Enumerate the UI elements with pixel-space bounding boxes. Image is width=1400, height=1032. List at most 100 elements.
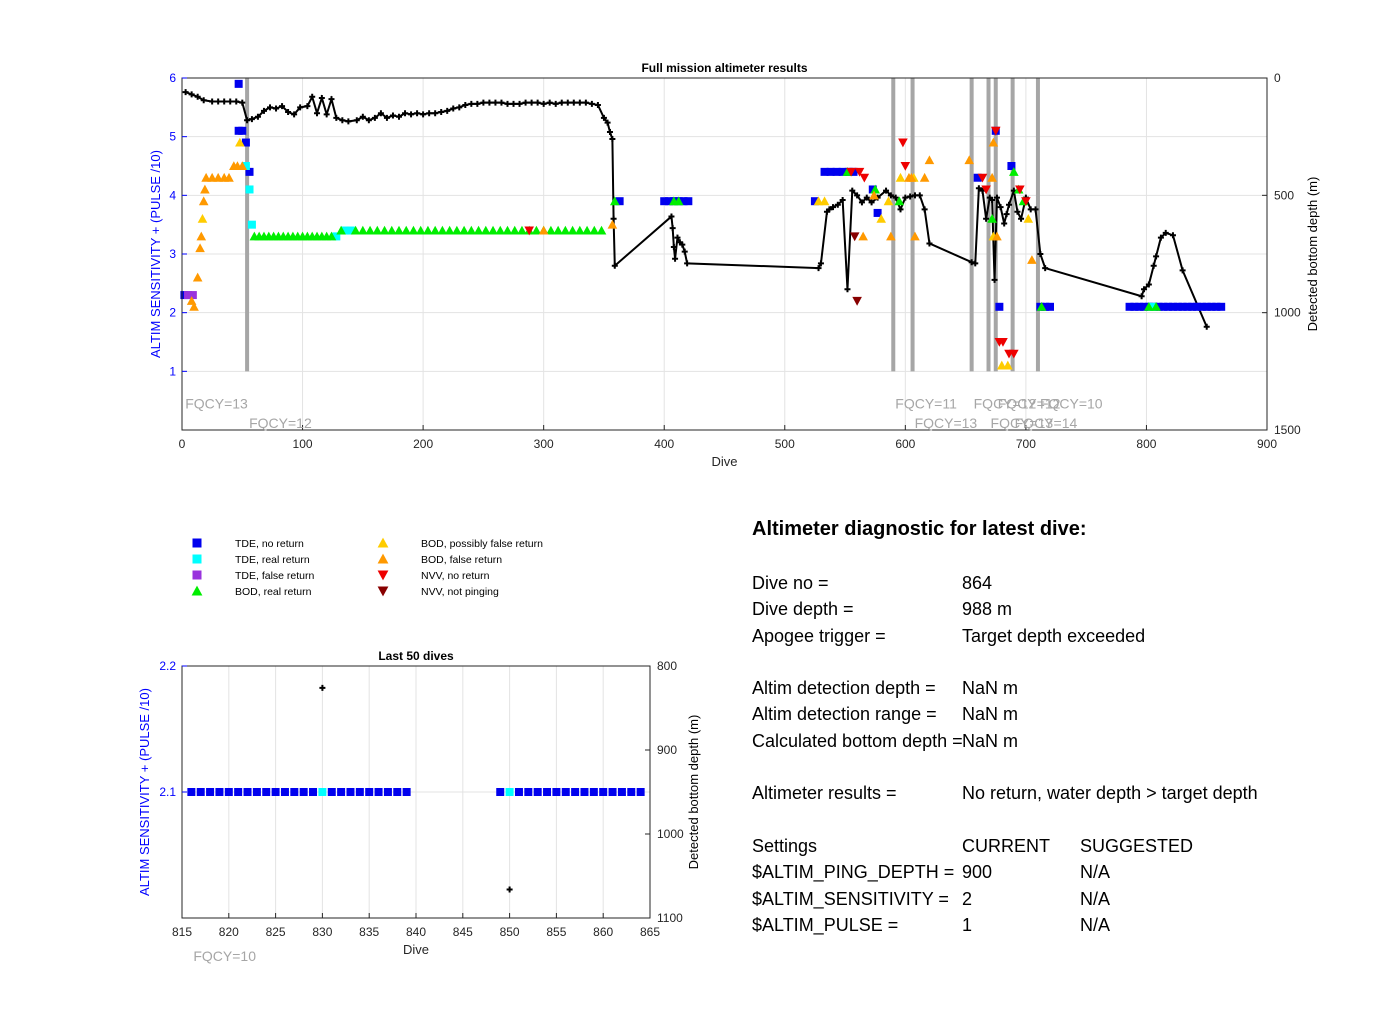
detected-bottom-depth-point — [309, 93, 316, 100]
ping-depth-label: $ALTIM_PING_DEPTH = — [752, 862, 955, 883]
tde-real-return-marker — [241, 162, 250, 170]
x-tick-label: 800 — [1136, 437, 1156, 451]
bod-real-return-marker — [452, 225, 462, 235]
ping-depth-current: 900 — [962, 862, 993, 883]
detected-bottom-depth-point — [1141, 286, 1148, 293]
legend-label-bod-false-return: BOD, false return — [421, 554, 502, 566]
x-tick-label: 0 — [179, 437, 186, 451]
bod-real-return-marker — [495, 225, 506, 235]
detected-bottom-depth-point — [606, 128, 613, 135]
bod-real-return-marker — [459, 225, 469, 235]
detected-bottom-depth-point — [1032, 206, 1039, 213]
fqcy-label: FQCY=13 — [185, 396, 248, 412]
bod-possibly-false-return-marker — [876, 214, 887, 223]
y-tick-label: 1 — [169, 364, 176, 378]
bod-real-return-marker — [423, 225, 433, 235]
bod-real-return-marker — [553, 225, 563, 235]
bod-real-return-marker — [444, 225, 455, 235]
tde-no-return-marker — [589, 788, 598, 796]
bod-real-return-marker — [502, 225, 513, 235]
tde-no-return-marker — [1125, 302, 1134, 311]
settings-header-row: Settings CURRENT SUGGESTED — [752, 836, 1372, 862]
tde-no-return-marker — [365, 788, 374, 796]
detected-bottom-depth-point — [1018, 215, 1025, 222]
legend-label-bod-possibly-false-return: BOD, possibly false return — [421, 538, 543, 550]
y2-tick-label: 800 — [657, 659, 677, 673]
detected-bottom-depth-point — [468, 100, 475, 107]
tde-false-return-marker — [184, 291, 193, 300]
detected-bottom-depth-point — [291, 111, 298, 118]
detected-bottom-depth-point — [318, 94, 325, 101]
bod-real-return-marker — [582, 225, 592, 235]
detected-bottom-depth-point — [883, 187, 890, 194]
detected-bottom-depth-point — [414, 110, 421, 117]
tde-no-return-marker — [660, 197, 669, 206]
nvv-no-return-marker — [898, 138, 908, 148]
detected-bottom-depth-point — [1001, 220, 1008, 227]
detected-bottom-depth-point — [504, 100, 511, 107]
tde-no-return-marker — [1135, 302, 1144, 311]
y-tick-label: 4 — [169, 188, 176, 202]
x-tick-label: 815 — [172, 925, 192, 939]
y2-tick-label: 1000 — [1274, 306, 1301, 320]
detected-bottom-depth-point — [975, 185, 982, 192]
x-tick-label: 820 — [219, 925, 239, 939]
bod-false-return-marker — [919, 172, 930, 182]
apogee-trigger-row: Apogee trigger = Target depth exceeded — [752, 626, 1372, 652]
bod-real-return-marker — [1036, 302, 1047, 311]
apogee-trigger-label: Apogee trigger = — [752, 625, 886, 646]
x-tick-label: 850 — [500, 925, 520, 939]
detected-bottom-depth-point — [582, 99, 589, 106]
detected-bottom-depth-point — [609, 136, 616, 143]
detected-bottom-depth-point — [600, 114, 607, 121]
bod-real-return-marker — [481, 225, 491, 235]
detected-bottom-depth-point — [353, 117, 360, 124]
detected-bottom-depth-point — [304, 103, 311, 110]
detected-bottom-depth-point — [868, 199, 875, 206]
bod-real-return-marker — [509, 225, 520, 235]
tde-no-return-marker — [552, 788, 561, 796]
detected-bottom-depth-point — [383, 114, 390, 121]
legend-label-nvv-not-pinging: NVV, not pinging — [421, 586, 499, 598]
spacer — [752, 810, 1372, 836]
detected-bottom-depth-point — [402, 110, 409, 117]
tde-no-return-marker — [1007, 162, 1016, 170]
detected-bottom-depth-point — [849, 187, 856, 194]
detected-bottom-depth-point — [576, 99, 583, 106]
tde-real-return-marker — [346, 226, 355, 235]
sensitivity-row: $ALTIM_SENSITIVITY = 2 N/A — [752, 889, 1372, 915]
chart-title: Last 50 dives — [378, 649, 454, 663]
tde-no-return-marker — [252, 788, 261, 796]
detected-bottom-depth-point — [233, 98, 240, 105]
y2-axis-label: Detected bottom depth (m) — [1305, 177, 1320, 332]
nvv-not-pinging-marker — [852, 296, 862, 306]
tde-no-return-marker — [1202, 302, 1211, 311]
detected-bottom-depth-point — [1179, 267, 1186, 274]
detected-bottom-depth-point — [684, 260, 691, 267]
detected-bottom-depth-point — [546, 99, 553, 106]
tde-no-return-marker — [262, 788, 271, 796]
tde-no-return-marker — [973, 173, 982, 182]
bod-real-return-marker — [987, 214, 997, 223]
bod-real-return-marker — [673, 196, 684, 206]
bod-possibly-false-return-marker — [235, 137, 245, 147]
detected-bottom-depth-point — [492, 99, 499, 106]
tde-no-return-marker — [245, 167, 254, 176]
bod-possibly-false-return-marker — [197, 214, 208, 223]
nvv-no-return-marker — [981, 185, 991, 195]
bod-false-return-marker — [910, 231, 920, 241]
x-tick-label: 860 — [593, 925, 613, 939]
x-tick-label: 845 — [453, 925, 473, 939]
diagnostic-panel: Altimeter diagnostic for latest dive: Di… — [752, 518, 1372, 941]
detected-bottom-depth-point — [328, 96, 335, 103]
bod-real-return-marker — [575, 225, 585, 235]
bod-possibly-false-return-marker — [883, 196, 894, 206]
bod-real-return-marker — [488, 225, 498, 235]
legend-label-tde-false-return: TDE, false return — [235, 570, 315, 582]
detected-bottom-depth-point — [420, 111, 427, 118]
y-tick-label: 3 — [169, 247, 176, 261]
tde-no-return-marker — [524, 788, 533, 796]
detected-bottom-depth-point — [817, 260, 824, 267]
ping-depth-row: $ALTIM_PING_DEPTH = 900 N/A — [752, 862, 1372, 888]
